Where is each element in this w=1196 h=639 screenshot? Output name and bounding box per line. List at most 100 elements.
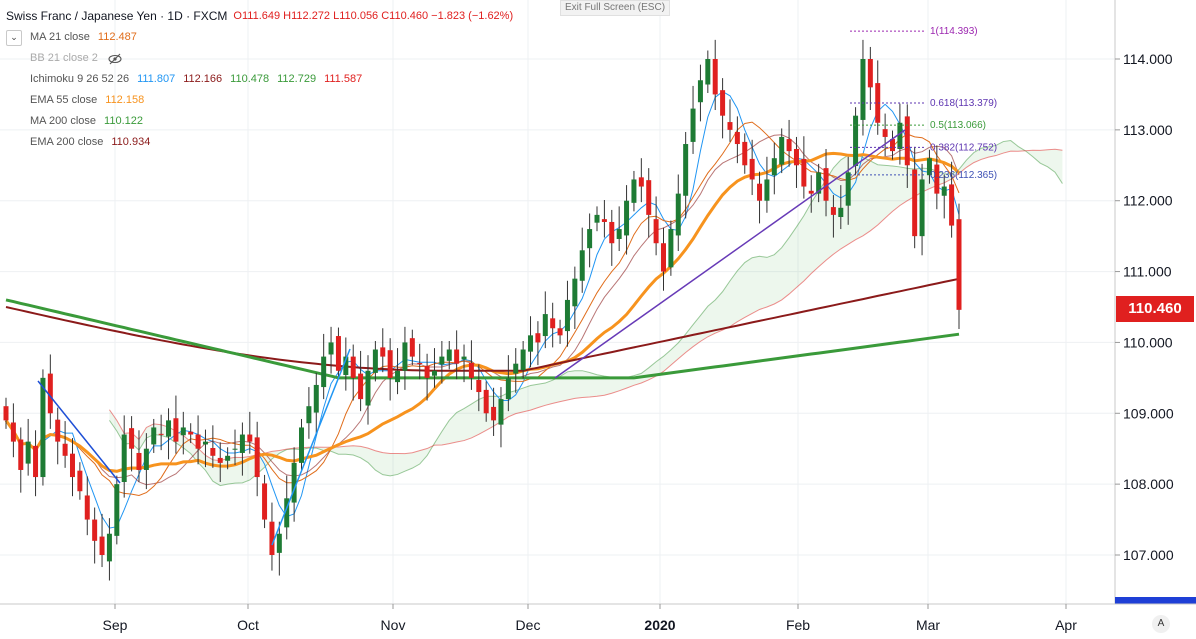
candle-body [624, 200, 630, 236]
y-tick-label: 109.000 [1123, 405, 1174, 421]
candle-body [564, 299, 570, 332]
indicator-label[interactable]: EMA 55 close [30, 94, 98, 106]
candle-body [269, 521, 275, 555]
candle-body [239, 434, 245, 453]
candle-body [299, 427, 305, 463]
candle-body [793, 148, 799, 166]
legend-indicator-row[interactable]: MA 200 close 110.122 [6, 111, 513, 132]
candle-body [18, 439, 24, 470]
candle-body [40, 377, 46, 478]
candle-body [897, 122, 903, 149]
indicator-label[interactable]: Ichimoku 9 26 52 26 [30, 73, 130, 85]
indicator-label[interactable]: EMA 200 close [30, 136, 104, 148]
x-tick-label: Oct [237, 617, 259, 633]
y-tick-label: 108.000 [1123, 476, 1174, 492]
candle-body [853, 115, 859, 166]
candle-body [461, 356, 467, 360]
candle-body [749, 158, 755, 180]
candle-body [291, 462, 297, 503]
candle-body [646, 180, 652, 215]
candle-body [697, 80, 703, 103]
candle-body [454, 349, 460, 364]
candle-body [254, 437, 260, 478]
candle-body [402, 342, 408, 371]
candle-body [801, 158, 807, 187]
candle-body [358, 373, 364, 400]
candle-body [217, 457, 223, 463]
candle-body [542, 314, 548, 337]
indicator-label[interactable]: BB 21 close 2 [30, 52, 98, 64]
chart-legend: Swiss Franc / Japanese Yen · 1D · FXCM O… [6, 6, 513, 153]
candle-body [166, 420, 172, 437]
indicator-value: 112.158 [105, 94, 145, 106]
legend-indicator-row[interactable]: EMA 200 close 110.934 [6, 132, 513, 153]
legend-indicator-row[interactable]: EMA 55 close 112.158 [6, 90, 513, 111]
candle-body [513, 363, 519, 374]
candle-body [505, 377, 511, 400]
ema200-line [5, 277, 960, 372]
y-tick-label: 111.000 [1123, 264, 1172, 280]
candle-body [683, 144, 689, 196]
candle-body [528, 335, 534, 352]
candle-body [439, 356, 445, 365]
candle-body [417, 362, 423, 364]
legend-indicator-row[interactable]: ⌄ MA 21 close 112.487 [6, 27, 513, 48]
candle-body [409, 338, 415, 357]
fib-level-label: 0.382(112.752) [930, 142, 997, 153]
candle-body [491, 406, 497, 421]
candle-body [727, 122, 733, 130]
candle-body [587, 229, 593, 249]
candle-body [912, 169, 918, 237]
candle-body [365, 370, 371, 406]
candle-body [387, 350, 393, 378]
candle-body [476, 379, 482, 393]
candle-body [313, 384, 319, 413]
candle-body [631, 179, 637, 203]
candle-body [808, 190, 814, 194]
candle-body [867, 59, 873, 88]
downtrend-line [37, 380, 121, 484]
ma21-line [5, 121, 960, 497]
legend-indicator-row[interactable]: Ichimoku 9 26 52 26 111.807 112.166 110.… [6, 69, 513, 90]
candle-body [69, 453, 75, 478]
candle-body [941, 186, 947, 196]
candle-body [143, 448, 149, 470]
candlesticks [3, 39, 962, 581]
candle-body [247, 434, 253, 442]
tenkan-line [5, 91, 960, 529]
legend-indicator-row[interactable]: BB 21 close 2 [6, 48, 513, 69]
candle-body [926, 158, 932, 176]
cloud-fill [109, 140, 1063, 486]
candle-body [136, 452, 142, 470]
price-axis: 114.000 113.000 112.000 111.000 110.000 109.0… [1114, 0, 1196, 604]
eye-off-icon[interactable] [108, 53, 122, 65]
candle-body [62, 443, 68, 456]
x-tick-label: Feb [786, 617, 810, 633]
uptrend-line [554, 129, 906, 379]
uptrend-line [271, 348, 351, 546]
candle-body [838, 207, 844, 218]
y-tick-label: 110.000 [1123, 334, 1173, 350]
candle-body [202, 441, 208, 445]
candle-body [424, 365, 430, 378]
indicator-label[interactable]: MA 21 close [30, 31, 90, 43]
ma200-line [5, 298, 960, 380]
candle-body [55, 419, 61, 442]
candle-body [225, 455, 231, 461]
candle-body [158, 433, 164, 435]
candle-body [956, 219, 962, 310]
candle-body [321, 356, 327, 388]
candle-body [121, 434, 127, 483]
x-tick-label: Sep [103, 617, 128, 633]
collapse-legend-button[interactable]: ⌄ [6, 29, 22, 46]
auto-scale-icon[interactable]: A [1152, 615, 1170, 633]
candle-body [372, 349, 378, 373]
trend-lines [37, 129, 906, 546]
indicator-label[interactable]: MA 200 close [30, 115, 97, 127]
candle-body [668, 229, 674, 268]
exit-fullscreen-button[interactable]: Exit Full Screen (ESC) [560, 0, 671, 16]
candle-body [99, 536, 105, 555]
candle-body [335, 336, 341, 371]
candle-body [919, 179, 925, 237]
